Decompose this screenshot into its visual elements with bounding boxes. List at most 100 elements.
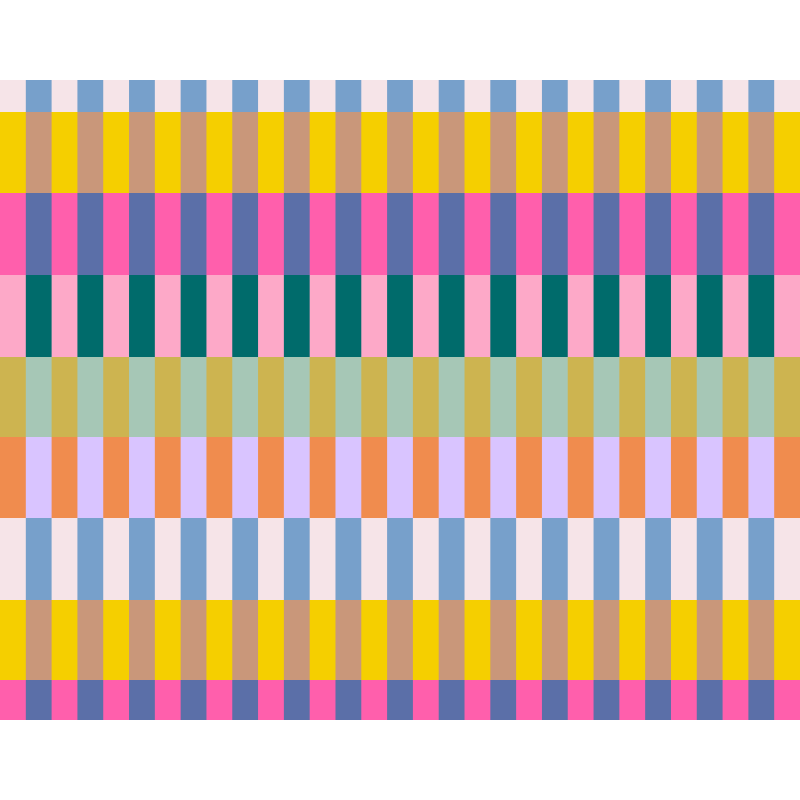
tile (51, 357, 78, 437)
tile (387, 112, 414, 193)
tile (516, 193, 543, 275)
tile (77, 437, 104, 518)
tile (154, 357, 182, 437)
tile (645, 600, 672, 680)
tile (748, 437, 775, 518)
tile (670, 518, 698, 600)
tile (258, 80, 285, 112)
tile (619, 680, 646, 720)
tile (490, 600, 517, 680)
tile (361, 600, 388, 680)
tile (206, 518, 233, 600)
tile (258, 275, 285, 357)
tile (361, 357, 388, 437)
tile (0, 600, 27, 680)
tile (206, 112, 233, 193)
tile (722, 193, 749, 275)
tile (696, 357, 724, 437)
tile (103, 518, 130, 600)
tile (412, 112, 440, 193)
tile (309, 80, 336, 112)
tile (541, 357, 569, 437)
tile (335, 437, 362, 518)
tile (206, 275, 233, 357)
tile (438, 357, 466, 437)
tile (722, 357, 749, 437)
tile (593, 518, 620, 600)
tile (748, 275, 775, 357)
tile (567, 600, 595, 680)
tile (103, 357, 130, 437)
tile (412, 357, 440, 437)
tile (25, 112, 53, 193)
tile (722, 518, 749, 600)
tile (670, 112, 698, 193)
tile (25, 680, 53, 720)
tile (438, 518, 466, 600)
tile (490, 112, 517, 193)
tile (129, 193, 156, 275)
tile (438, 680, 466, 720)
tile (0, 275, 27, 357)
tile (309, 357, 336, 437)
tile (541, 80, 569, 112)
tile (51, 680, 78, 720)
tile (567, 112, 595, 193)
tile (77, 193, 104, 275)
tile (645, 193, 672, 275)
tile (774, 112, 800, 193)
tile (593, 357, 620, 437)
tile (516, 518, 543, 600)
tile (0, 80, 27, 112)
tile (283, 600, 311, 680)
tile (438, 80, 466, 112)
tile (25, 80, 53, 112)
tile (593, 275, 620, 357)
tile (748, 112, 775, 193)
tile (567, 357, 595, 437)
tile (206, 600, 233, 680)
tile (154, 112, 182, 193)
tile (283, 275, 311, 357)
tile (335, 112, 362, 193)
tile (670, 80, 698, 112)
tile (51, 600, 78, 680)
tile (722, 680, 749, 720)
tile (232, 357, 259, 437)
tile (335, 600, 362, 680)
tile (387, 518, 414, 600)
tile (0, 357, 27, 437)
tile (645, 112, 672, 193)
tile (361, 275, 388, 357)
tile (464, 275, 491, 357)
tile (722, 600, 749, 680)
tile (412, 80, 440, 112)
tile (696, 275, 724, 357)
tile (154, 518, 182, 600)
tile (103, 112, 130, 193)
tile (129, 112, 156, 193)
tile (645, 437, 672, 518)
tile (103, 80, 130, 112)
tile (696, 600, 724, 680)
tile (51, 80, 78, 112)
tile (774, 600, 800, 680)
tile (541, 112, 569, 193)
tile (258, 193, 285, 275)
tile (619, 518, 646, 600)
tile (309, 275, 336, 357)
tile (361, 680, 388, 720)
tile (103, 275, 130, 357)
tile (464, 80, 491, 112)
tile (258, 518, 285, 600)
tile (696, 680, 724, 720)
tile (335, 80, 362, 112)
tile (335, 193, 362, 275)
tile (619, 600, 646, 680)
tile (309, 518, 336, 600)
tile (283, 518, 311, 600)
tile (387, 600, 414, 680)
tile (283, 437, 311, 518)
tile (387, 80, 414, 112)
